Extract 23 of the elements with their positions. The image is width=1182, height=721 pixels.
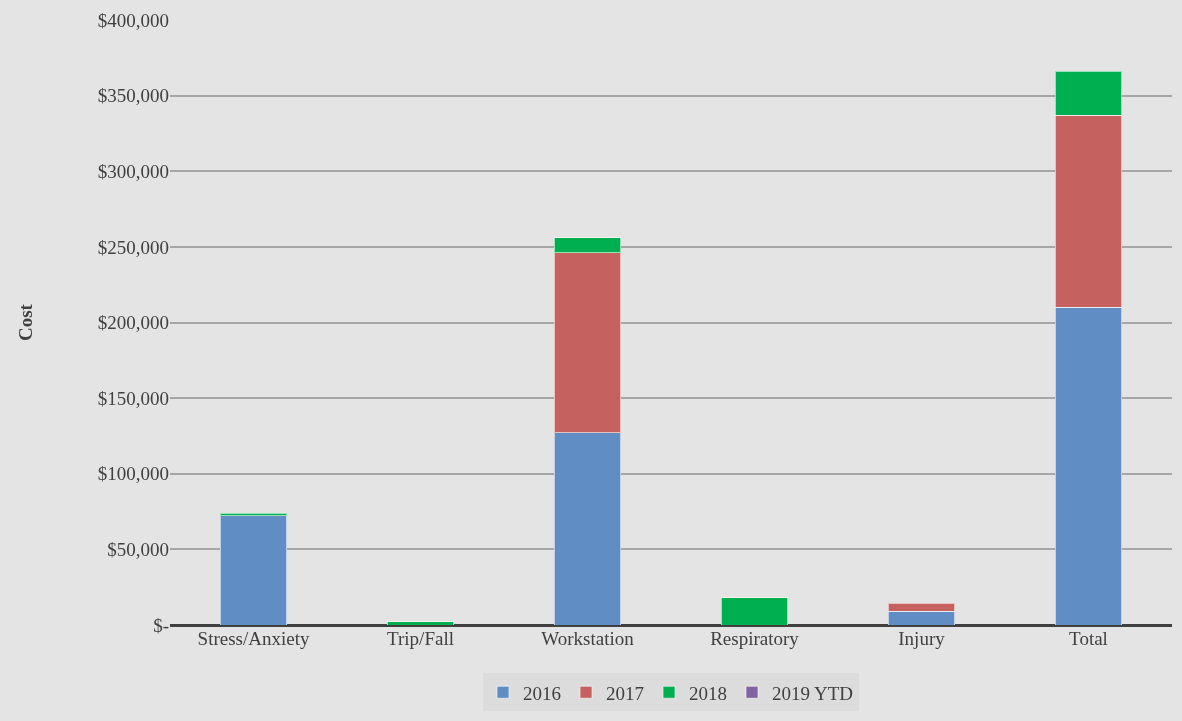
bar <box>219 515 288 625</box>
y-tick-label: $400,000 <box>97 9 169 31</box>
y-tick-label: $- <box>153 614 169 636</box>
y-axis-title: Cost <box>14 303 36 341</box>
x-tick-label: Total <box>1069 628 1108 649</box>
legend-label: 2018 <box>689 682 727 704</box>
y-tick-label: $150,000 <box>97 387 169 409</box>
legend-label: 2016 <box>523 682 561 704</box>
legend-label: 2017 <box>606 682 644 704</box>
y-tick-label: $200,000 <box>97 312 169 334</box>
bar <box>720 597 789 625</box>
y-tick-label: $50,000 <box>107 539 169 561</box>
x-tick-label: Injury <box>898 628 946 649</box>
legend-label: 2019 YTD <box>772 682 854 704</box>
y-tick-label: $300,000 <box>97 160 169 182</box>
x-tick-label: Stress/Anxiety <box>197 628 310 649</box>
y-tick-label: $250,000 <box>97 236 169 258</box>
x-tick-label: Workstation <box>541 628 635 649</box>
y-tick-label: $350,000 <box>97 85 169 107</box>
x-tick-label: Respiratory <box>710 628 800 649</box>
x-tick-label: Trip/Fall <box>387 628 454 649</box>
bar <box>386 621 455 625</box>
y-tick-label: $100,000 <box>97 463 169 485</box>
